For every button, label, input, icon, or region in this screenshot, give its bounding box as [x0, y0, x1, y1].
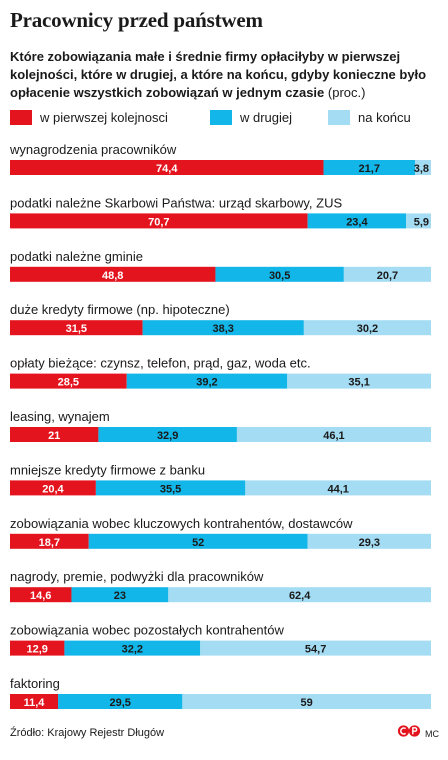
bar-segment-second — [215, 266, 344, 282]
chart-subtitle: Które zobowiązania małe i średnie firmy … — [10, 48, 440, 102]
bar-segment-last — [200, 640, 431, 656]
bar-segment-second — [323, 160, 415, 175]
data-label: 29,5 — [109, 697, 130, 709]
data-label: 23,4 — [346, 216, 368, 228]
data-label: 20,4 — [42, 483, 64, 495]
data-label: 21 — [48, 430, 60, 442]
chart-title: Pracownicy przed państwem — [10, 8, 263, 32]
legend-label-first: w pierwszej kolejnosci — [40, 110, 168, 125]
data-label: 54,7 — [305, 644, 326, 656]
data-label: 70,7 — [148, 216, 169, 228]
bar-segment-second — [142, 320, 304, 336]
category-label: zobowiązania wobec pozostałych kontrahen… — [10, 623, 285, 638]
bar-segment-second — [58, 694, 183, 709]
category-label: zobowiązania wobec kluczowych kontrahent… — [10, 516, 353, 531]
bar-segment-last — [406, 213, 431, 229]
bar-segment-second — [64, 640, 201, 656]
data-label: 14,6 — [30, 590, 51, 602]
data-label: 32,9 — [157, 430, 178, 442]
category-label: duże kredyty firmowe (np. hipoteczne) — [10, 302, 230, 317]
chart-legend: w pierwszej kolejnosci w drugiej na końc… — [10, 110, 440, 128]
bar-segment-first — [10, 320, 143, 336]
bar-segment-first — [10, 160, 324, 175]
bar-segment-second — [88, 533, 308, 549]
data-label: 29,3 — [359, 537, 380, 549]
bar-segment-last — [287, 373, 431, 389]
legend-item-second: w drugiej — [210, 110, 292, 125]
category-label: leasing, wynajem — [10, 409, 110, 424]
data-label: 11,4 — [24, 697, 46, 709]
data-label: 39,2 — [196, 377, 217, 389]
data-label: 5,9 — [414, 216, 429, 228]
bar-segment-last — [168, 587, 432, 603]
bar-segment-second — [95, 480, 246, 496]
category-label: opłaty bieżące: czynsz, telefon, prąd, g… — [10, 356, 311, 371]
bar-segment-last — [182, 694, 431, 709]
bar-segment-last — [236, 427, 431, 442]
bar-segment-first — [10, 213, 308, 229]
bar-segment-second — [307, 213, 407, 229]
data-label: 21,7 — [359, 163, 380, 175]
source-note: Źródło: Krajowy Rejestr Długów — [10, 727, 165, 739]
data-label: 20,7 — [377, 270, 398, 282]
data-label: 44,1 — [327, 483, 348, 495]
legend-swatch-last — [328, 110, 350, 125]
category-label: wynagrodzenia pracowników — [9, 142, 177, 157]
bar-segment-last — [343, 266, 431, 282]
data-label: 23 — [114, 590, 126, 602]
data-label: 18,7 — [39, 537, 60, 549]
data-label: 52 — [192, 537, 204, 549]
bar-segment-second — [71, 587, 169, 603]
data-label: 59 — [301, 697, 313, 709]
bar-segment-last — [303, 320, 431, 336]
category-label: nagrody, premie, podwyżki dla pracownikó… — [10, 569, 264, 584]
legend-label-second: w drugiej — [240, 110, 293, 125]
data-label: 12,9 — [26, 644, 47, 656]
data-label: 38,3 — [213, 323, 234, 335]
data-label: 35,5 — [160, 483, 181, 495]
bar-segment-first — [10, 533, 89, 549]
data-label: 32,2 — [122, 644, 143, 656]
legend-swatch-first — [10, 110, 32, 125]
legend-swatch-second — [210, 110, 232, 125]
category-label: podatki należne Skarbowi Państwa: urząd … — [10, 195, 342, 210]
bar-segment-last — [245, 480, 431, 496]
author-credit: MC — [425, 729, 439, 739]
bar-segment-first — [10, 266, 216, 282]
bar-segment-second — [126, 373, 288, 389]
data-label: 31,5 — [66, 323, 87, 335]
data-label: 46,1 — [323, 430, 344, 442]
data-label: 3,8 — [414, 163, 429, 175]
legend-label-last: na końcu — [358, 110, 411, 125]
data-label: 48,8 — [102, 270, 123, 282]
category-label: faktoring — [10, 676, 60, 691]
bar-segment-last — [307, 533, 431, 549]
category-label: podatki należne gminie — [10, 249, 143, 264]
data-label: 30,2 — [357, 323, 378, 335]
data-label: 30,5 — [269, 270, 290, 282]
bar-segment-first — [10, 480, 96, 496]
bar-segment-first — [10, 587, 72, 603]
subtitle-text: Które zobowiązania małe i średnie firmy … — [10, 49, 427, 100]
bar-segment-first — [10, 427, 99, 442]
bar-segment-first — [10, 373, 127, 389]
data-label: 28,5 — [58, 377, 79, 389]
data-label: 62,4 — [289, 590, 311, 602]
data-label: 74,4 — [156, 163, 178, 175]
bar-segment-first — [10, 640, 65, 656]
legend-item-first: w pierwszej kolejnosci — [10, 110, 168, 125]
category-label: mniejsze kredyty firmowe z banku — [10, 462, 205, 477]
bar-segment-first — [10, 694, 59, 709]
subtitle-unit: (proc.) — [327, 85, 366, 100]
bar-segment-second — [98, 427, 237, 442]
copyright-logo — [397, 725, 421, 737]
data-label: 35,1 — [348, 377, 369, 389]
legend-item-last: na końcu — [328, 110, 411, 125]
bar-segment-last — [414, 160, 431, 175]
